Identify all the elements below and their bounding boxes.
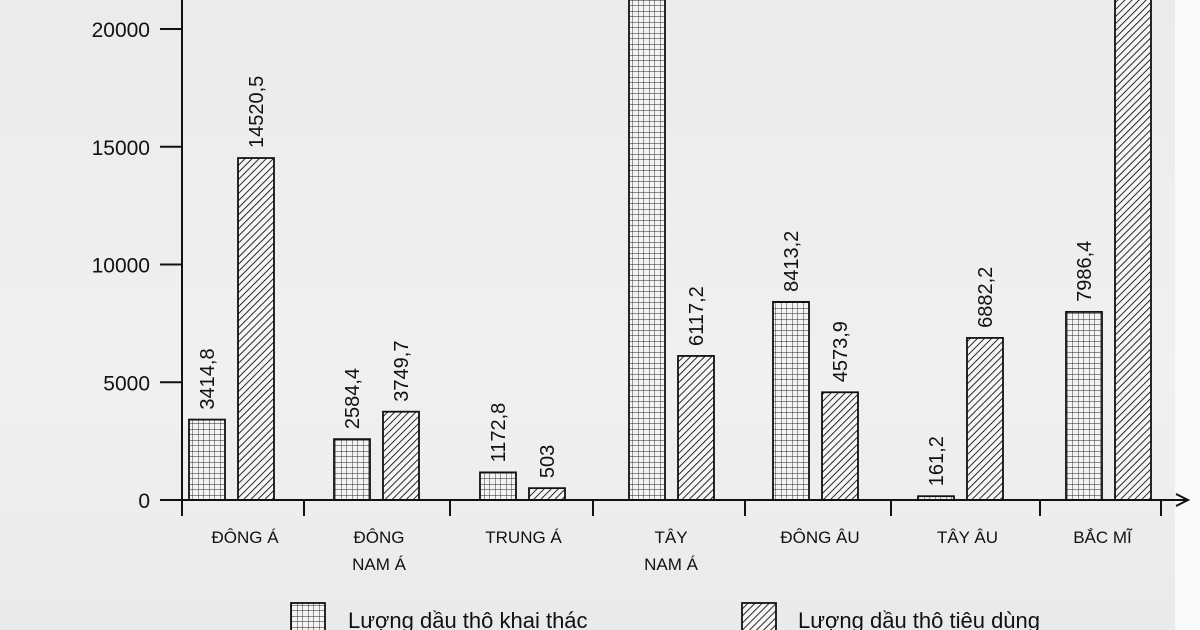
y-axis: 0 5000 10000 15000 20000	[92, 0, 183, 516]
legend: Lượng dầu thô khai thác Lượng dầu thô tiê…	[290, 602, 1040, 630]
bar-exploitation	[628, 0, 666, 501]
bar-value-label: 2584,4	[342, 368, 364, 429]
category-label: ĐÔNG Á	[211, 528, 279, 547]
category-label: NAM Á	[352, 555, 407, 574]
legend-label: Lượng dầu thô khai thác	[348, 608, 588, 630]
bar-consumption	[821, 391, 859, 501]
y-tick-label: 0	[138, 490, 150, 513]
legend-swatch-consumption	[741, 602, 777, 630]
paper-background	[0, 0, 1175, 630]
bar-exploitation	[772, 300, 810, 501]
bar-exploitation	[188, 418, 226, 501]
category-label: TÂY	[654, 528, 687, 547]
y-tick-label: 5000	[103, 372, 150, 395]
legend-label: Lượng dầu thô tiêu dùng	[798, 608, 1040, 630]
bar-value-label: 3749,7	[391, 341, 413, 402]
y-tick-label: 10000	[92, 255, 150, 278]
bar-value-label: 6882,2	[975, 267, 997, 328]
category-label: ĐÔNG	[354, 528, 405, 547]
legend-swatch-exploitation	[290, 602, 326, 630]
y-tick-label: 20000	[92, 19, 150, 42]
y-tick-label: 15000	[92, 137, 150, 160]
bar-value-label: 6117,2	[686, 286, 708, 346]
bar-consumption	[528, 487, 566, 501]
x-axis-arrow-icon	[1175, 493, 1191, 507]
category-label: TRUNG Á	[485, 528, 562, 547]
bar-value-label: 3414,8	[197, 348, 219, 409]
bar-consumption	[966, 337, 1004, 501]
bar-value-label: 503	[537, 445, 559, 478]
bar-value-label: 7986,4	[1074, 241, 1096, 302]
bar-consumption	[677, 355, 715, 501]
bar-consumption	[1114, 0, 1152, 501]
category-label: TÂY ÂU	[937, 528, 998, 547]
bar-exploitation	[333, 438, 371, 501]
bar-value-label: 8413,2	[781, 231, 803, 292]
bar-value-label: 1172,8	[488, 403, 510, 463]
bar-value-label: 4573,9	[830, 321, 852, 382]
category-label: NAM Á	[644, 555, 699, 574]
bar-value-label: 14520,5	[246, 76, 268, 148]
x-axis: ĐÔNG Á ĐÔNG NAM Á TRUNG Á TÂY NAM Á ĐÔNG ÂU TÂY…	[181, 493, 1191, 574]
bar-exploitation	[1065, 311, 1103, 501]
bar-exploitation	[479, 471, 517, 501]
bar-consumption	[382, 410, 420, 501]
bar-consumption	[237, 157, 275, 501]
bar-value-label: 161,2	[926, 436, 948, 486]
bars-group: 3414,8 14520,5 2584,4 3749,7 1172,8 503 6117,2…	[188, 0, 1152, 501]
category-label: ĐÔNG ÂU	[780, 528, 859, 547]
category-label: BẮC MĨ	[1073, 528, 1133, 547]
page-edge	[1175, 0, 1200, 630]
